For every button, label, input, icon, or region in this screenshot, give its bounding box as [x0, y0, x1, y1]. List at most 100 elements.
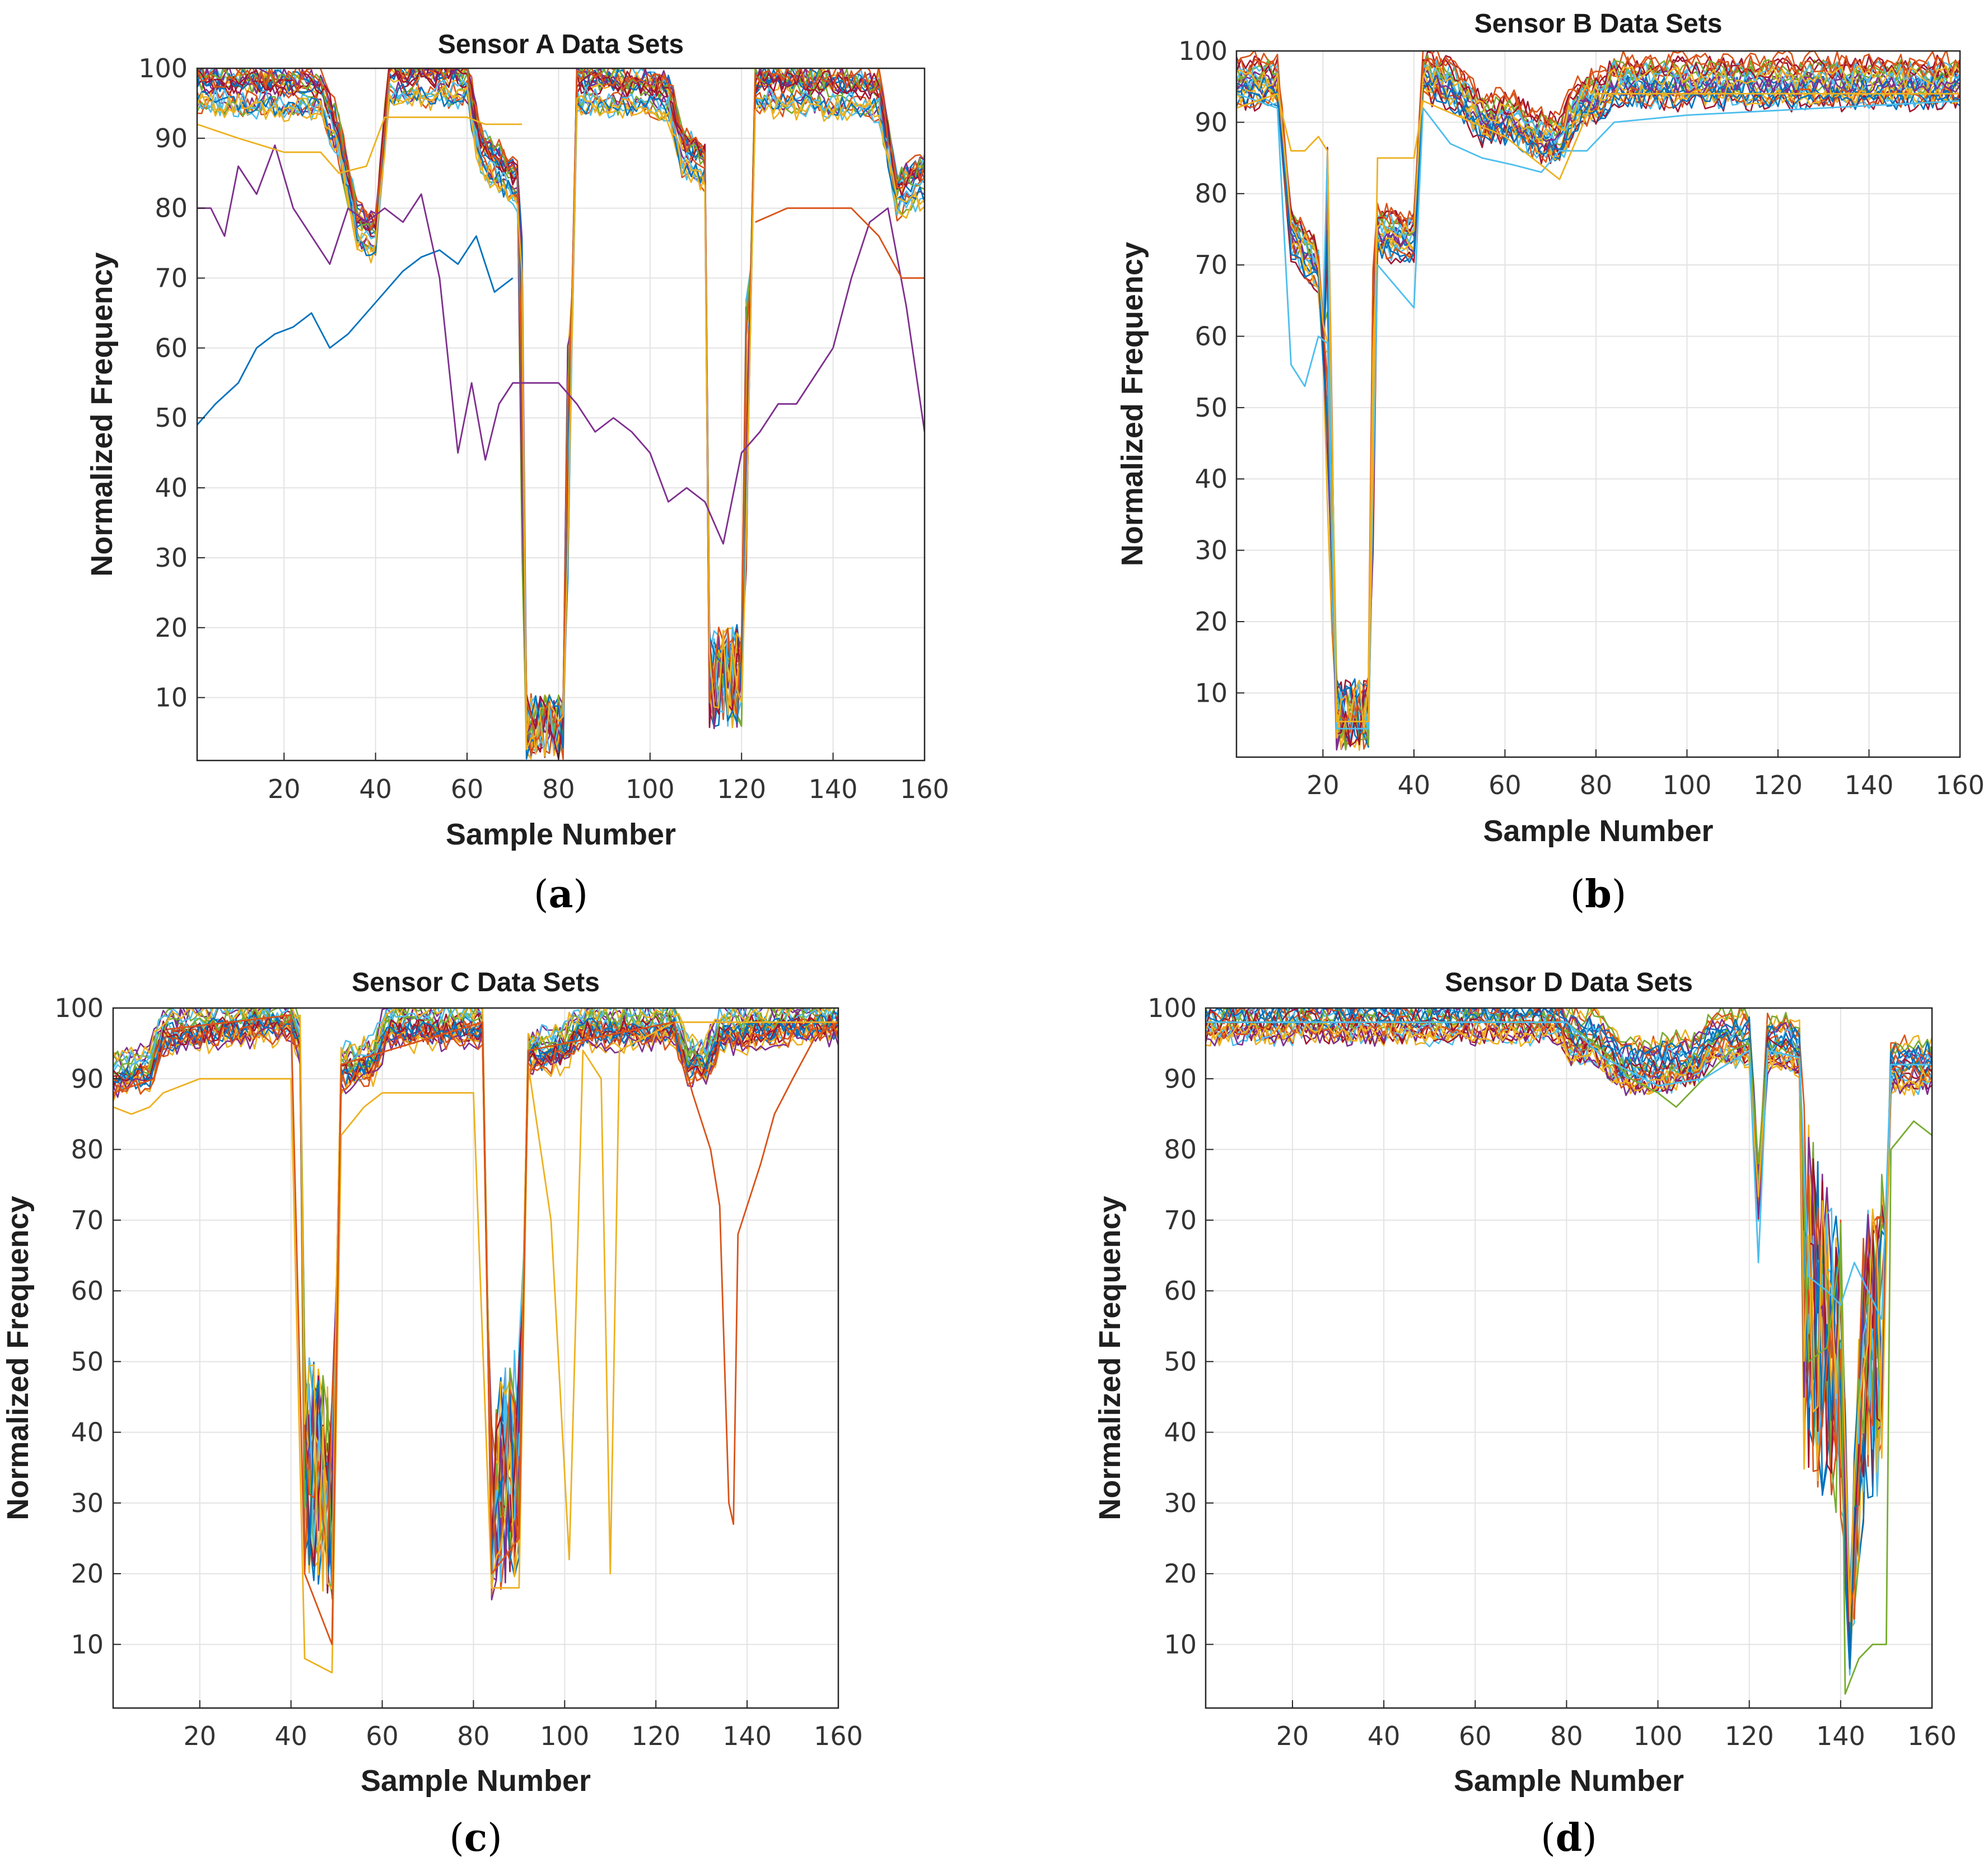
plot-area: [197, 68, 925, 760]
x-tick-label: 100: [1663, 770, 1712, 800]
chart-title: Sensor C Data Sets: [352, 968, 600, 997]
x-tick-label: 80: [1580, 770, 1613, 800]
data-series-line: [197, 85, 925, 757]
x-tick-label: 160: [1935, 770, 1985, 800]
y-tick-label: 50: [71, 1346, 104, 1377]
y-axis-label: Normalized Frequency: [1, 1196, 35, 1520]
y-tick-label: 60: [71, 1276, 104, 1306]
x-tick-label: 80: [1550, 1721, 1583, 1751]
series-group: [197, 68, 925, 760]
x-tick-label: 20: [1306, 770, 1340, 800]
data-series-line: [113, 1008, 838, 1594]
y-tick-label: 80: [71, 1135, 104, 1165]
x-tick-label: 160: [1907, 1721, 1957, 1751]
y-tick-label: 70: [155, 263, 188, 293]
x-tick-label: 60: [366, 1721, 399, 1751]
x-tick-label: 140: [809, 774, 858, 804]
chart-title: Sensor A Data Sets: [438, 30, 684, 59]
panel-b: 20 40 60 80 100 120 140 160 10 20 30 40 50 60 70 80 90 10…: [1116, 9, 1985, 917]
y-tick-label: 90: [71, 1063, 104, 1094]
x-tick-label: 20: [183, 1721, 216, 1751]
panel-caption: (d): [1541, 1816, 1597, 1860]
outlier-series-line: [113, 1021, 838, 1674]
outlier-series-line: [1206, 1021, 1932, 1321]
panel-a: 20 40 60 80 100 120 140 160 10 20 30 40 50 60 70 80 90 10…: [85, 30, 949, 917]
data-series-line: [197, 83, 925, 749]
x-tick-label: 40: [1368, 1721, 1401, 1751]
data-series-line: [1236, 54, 1960, 721]
panel-caption: (b): [1570, 872, 1627, 917]
x-axis-label: Sample Number: [1454, 1764, 1684, 1798]
x-tick-label: 20: [268, 774, 301, 804]
y-tick-label: 10: [1194, 678, 1228, 708]
series-group: [1206, 1008, 1932, 1695]
y-tick-label: 40: [1194, 464, 1228, 494]
x-tick-label: 120: [1725, 1721, 1774, 1751]
caption-close-paren: ): [487, 1816, 502, 1860]
x-tick-label: 140: [722, 1721, 772, 1751]
y-tick-label: 100: [138, 53, 188, 83]
x-tick-label: 40: [359, 774, 392, 804]
y-tick-label: 90: [1164, 1063, 1197, 1094]
outlier-series-line: [755, 207, 925, 279]
series-group: [1236, 51, 1960, 751]
caption-letter: c: [464, 1816, 487, 1860]
caption-open-paren: (: [449, 1816, 464, 1860]
x-axis-label: Sample Number: [361, 1764, 591, 1798]
x-tick-label: 40: [1398, 770, 1431, 800]
caption-close-paren: ): [1612, 872, 1627, 917]
y-axis-label: Normalized Frequency: [1116, 242, 1149, 566]
caption-close-paren: ): [573, 872, 589, 917]
x-tick-label: 120: [1753, 770, 1803, 800]
y-tick-label: 80: [1194, 179, 1228, 209]
x-axis-label: Sample Number: [446, 818, 676, 851]
x-tick-label: 80: [542, 774, 575, 804]
x-tick-label: 140: [1816, 1721, 1865, 1751]
y-tick-label: 70: [1164, 1205, 1197, 1235]
x-tick-label: 20: [1276, 1721, 1309, 1751]
data-series-line: [1236, 56, 1960, 746]
data-series-line: [1206, 1008, 1932, 1669]
outlier-series-line: [197, 116, 522, 174]
y-axis-label: Normalized Frequency: [1093, 1196, 1127, 1520]
y-tick-label: 10: [71, 1629, 104, 1659]
y-tick-label: 20: [1164, 1559, 1197, 1589]
x-tick-label: 120: [631, 1721, 680, 1751]
y-tick-label: 50: [1164, 1346, 1197, 1377]
x-axis-label: Sample Number: [1483, 814, 1713, 848]
data-series-line: [1236, 70, 1960, 743]
x-tick-label: 100: [540, 1721, 589, 1751]
y-tick-label: 20: [155, 613, 188, 643]
x-tick-label: 60: [451, 774, 484, 804]
x-tick-label: 60: [1459, 1721, 1492, 1751]
y-tick-label: 20: [1194, 606, 1228, 637]
outlier-series-line: [197, 235, 514, 426]
y-tick-label: 80: [155, 193, 188, 223]
y-tick-label: 60: [155, 333, 188, 363]
x-tick-label: 160: [900, 774, 949, 804]
plot-area: [1236, 51, 1960, 757]
y-tick-label: 20: [71, 1559, 104, 1589]
y-tick-label: 90: [1194, 107, 1228, 137]
y-tick-label: 30: [71, 1488, 104, 1518]
y-tick-label: 30: [1194, 535, 1228, 566]
data-series-line: [113, 1008, 833, 1590]
axes-frame: [1235, 50, 1961, 758]
y-tick-label: 100: [1147, 993, 1197, 1023]
data-series-line: [1206, 1021, 1932, 1655]
caption-open-paren: (: [1541, 1816, 1556, 1860]
outlier-series-line: [1236, 93, 1960, 730]
x-tick-label: 120: [717, 774, 766, 804]
panel-d: 20 40 60 80 100 120 140 160 10 20 30 40 50 60 70 80 90 10…: [1093, 968, 1957, 1860]
y-tick-label: 100: [1178, 36, 1228, 66]
y-tick-label: 60: [1194, 321, 1228, 351]
y-axis-label: Normalized Frequency: [85, 252, 119, 576]
caption-letter: d: [1556, 1816, 1583, 1860]
y-tick-label: 30: [155, 543, 188, 573]
x-tick-label: 60: [1488, 770, 1522, 800]
panel-c: 20 40 60 80 100 120 140 160 10 20 30 40 50 60 70 80 90 10…: [1, 968, 863, 1860]
panel-caption: (a): [534, 872, 588, 917]
y-tick-label: 100: [54, 993, 104, 1023]
outlier-series-line: [197, 144, 925, 545]
